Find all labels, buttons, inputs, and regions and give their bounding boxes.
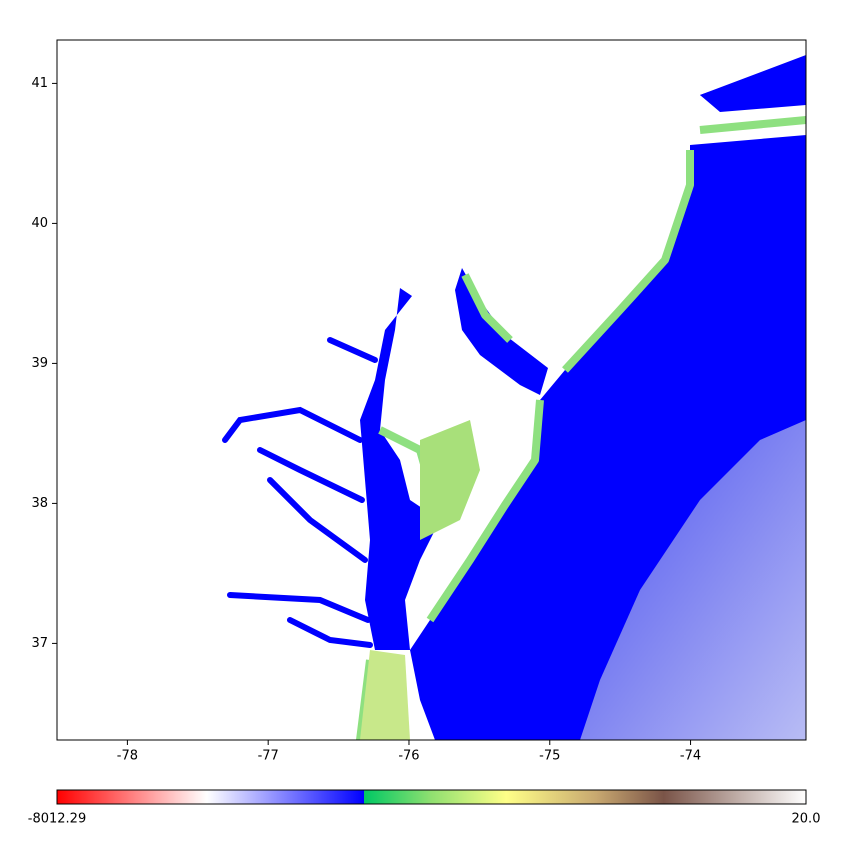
y-tick-label: 38 <box>31 496 48 511</box>
virginia-beach <box>360 650 410 740</box>
x-tick-label: -78 <box>117 749 138 764</box>
colorbar-min-label: -8012.29 <box>28 812 86 827</box>
colorbar-max-label: 20.0 <box>792 812 821 827</box>
y-tick-label: 41 <box>31 76 48 91</box>
y-tick-label: 37 <box>31 636 48 651</box>
map-raster <box>222 55 807 741</box>
eastern-shore <box>420 420 480 540</box>
y-tick-label: 39 <box>31 356 48 371</box>
tributaries <box>222 337 378 648</box>
x-tick-label: -74 <box>680 749 701 764</box>
chesapeake-bay <box>360 288 440 650</box>
x-tick-label: -75 <box>539 749 560 764</box>
plot-frame <box>56 39 807 741</box>
long-island-sound <box>700 58 806 110</box>
colorbar <box>56 789 807 805</box>
y-tick-label: 40 <box>31 216 48 231</box>
x-tick-label: -76 <box>398 749 419 764</box>
x-tick-label: -77 <box>258 749 279 764</box>
deep-ocean <box>580 420 806 740</box>
